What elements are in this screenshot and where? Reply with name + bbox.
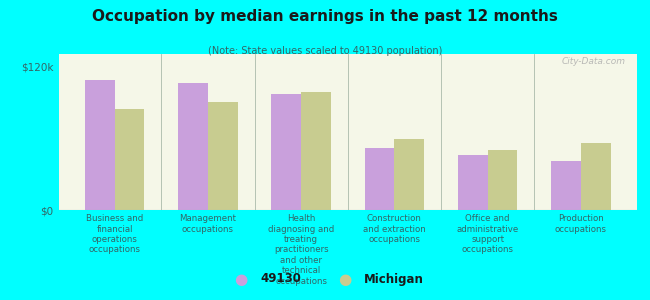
Text: (Note: State values scaled to 49130 population): (Note: State values scaled to 49130 popu… xyxy=(208,46,442,56)
Text: Occupation by median earnings in the past 12 months: Occupation by median earnings in the pas… xyxy=(92,9,558,24)
Bar xyxy=(178,83,208,210)
Bar xyxy=(581,143,611,210)
Bar xyxy=(365,148,395,210)
Text: ●: ● xyxy=(234,272,247,286)
Bar xyxy=(271,94,301,210)
Bar xyxy=(551,161,581,210)
Text: Michigan: Michigan xyxy=(364,272,424,286)
Bar xyxy=(208,102,238,210)
Bar xyxy=(84,80,114,210)
Bar xyxy=(488,150,517,210)
Text: 49130: 49130 xyxy=(260,272,301,286)
Bar xyxy=(395,139,424,210)
Bar xyxy=(114,109,144,210)
Bar xyxy=(301,92,331,210)
Bar xyxy=(458,155,488,210)
Text: ●: ● xyxy=(338,272,351,286)
Text: City-Data.com: City-Data.com xyxy=(562,57,625,66)
